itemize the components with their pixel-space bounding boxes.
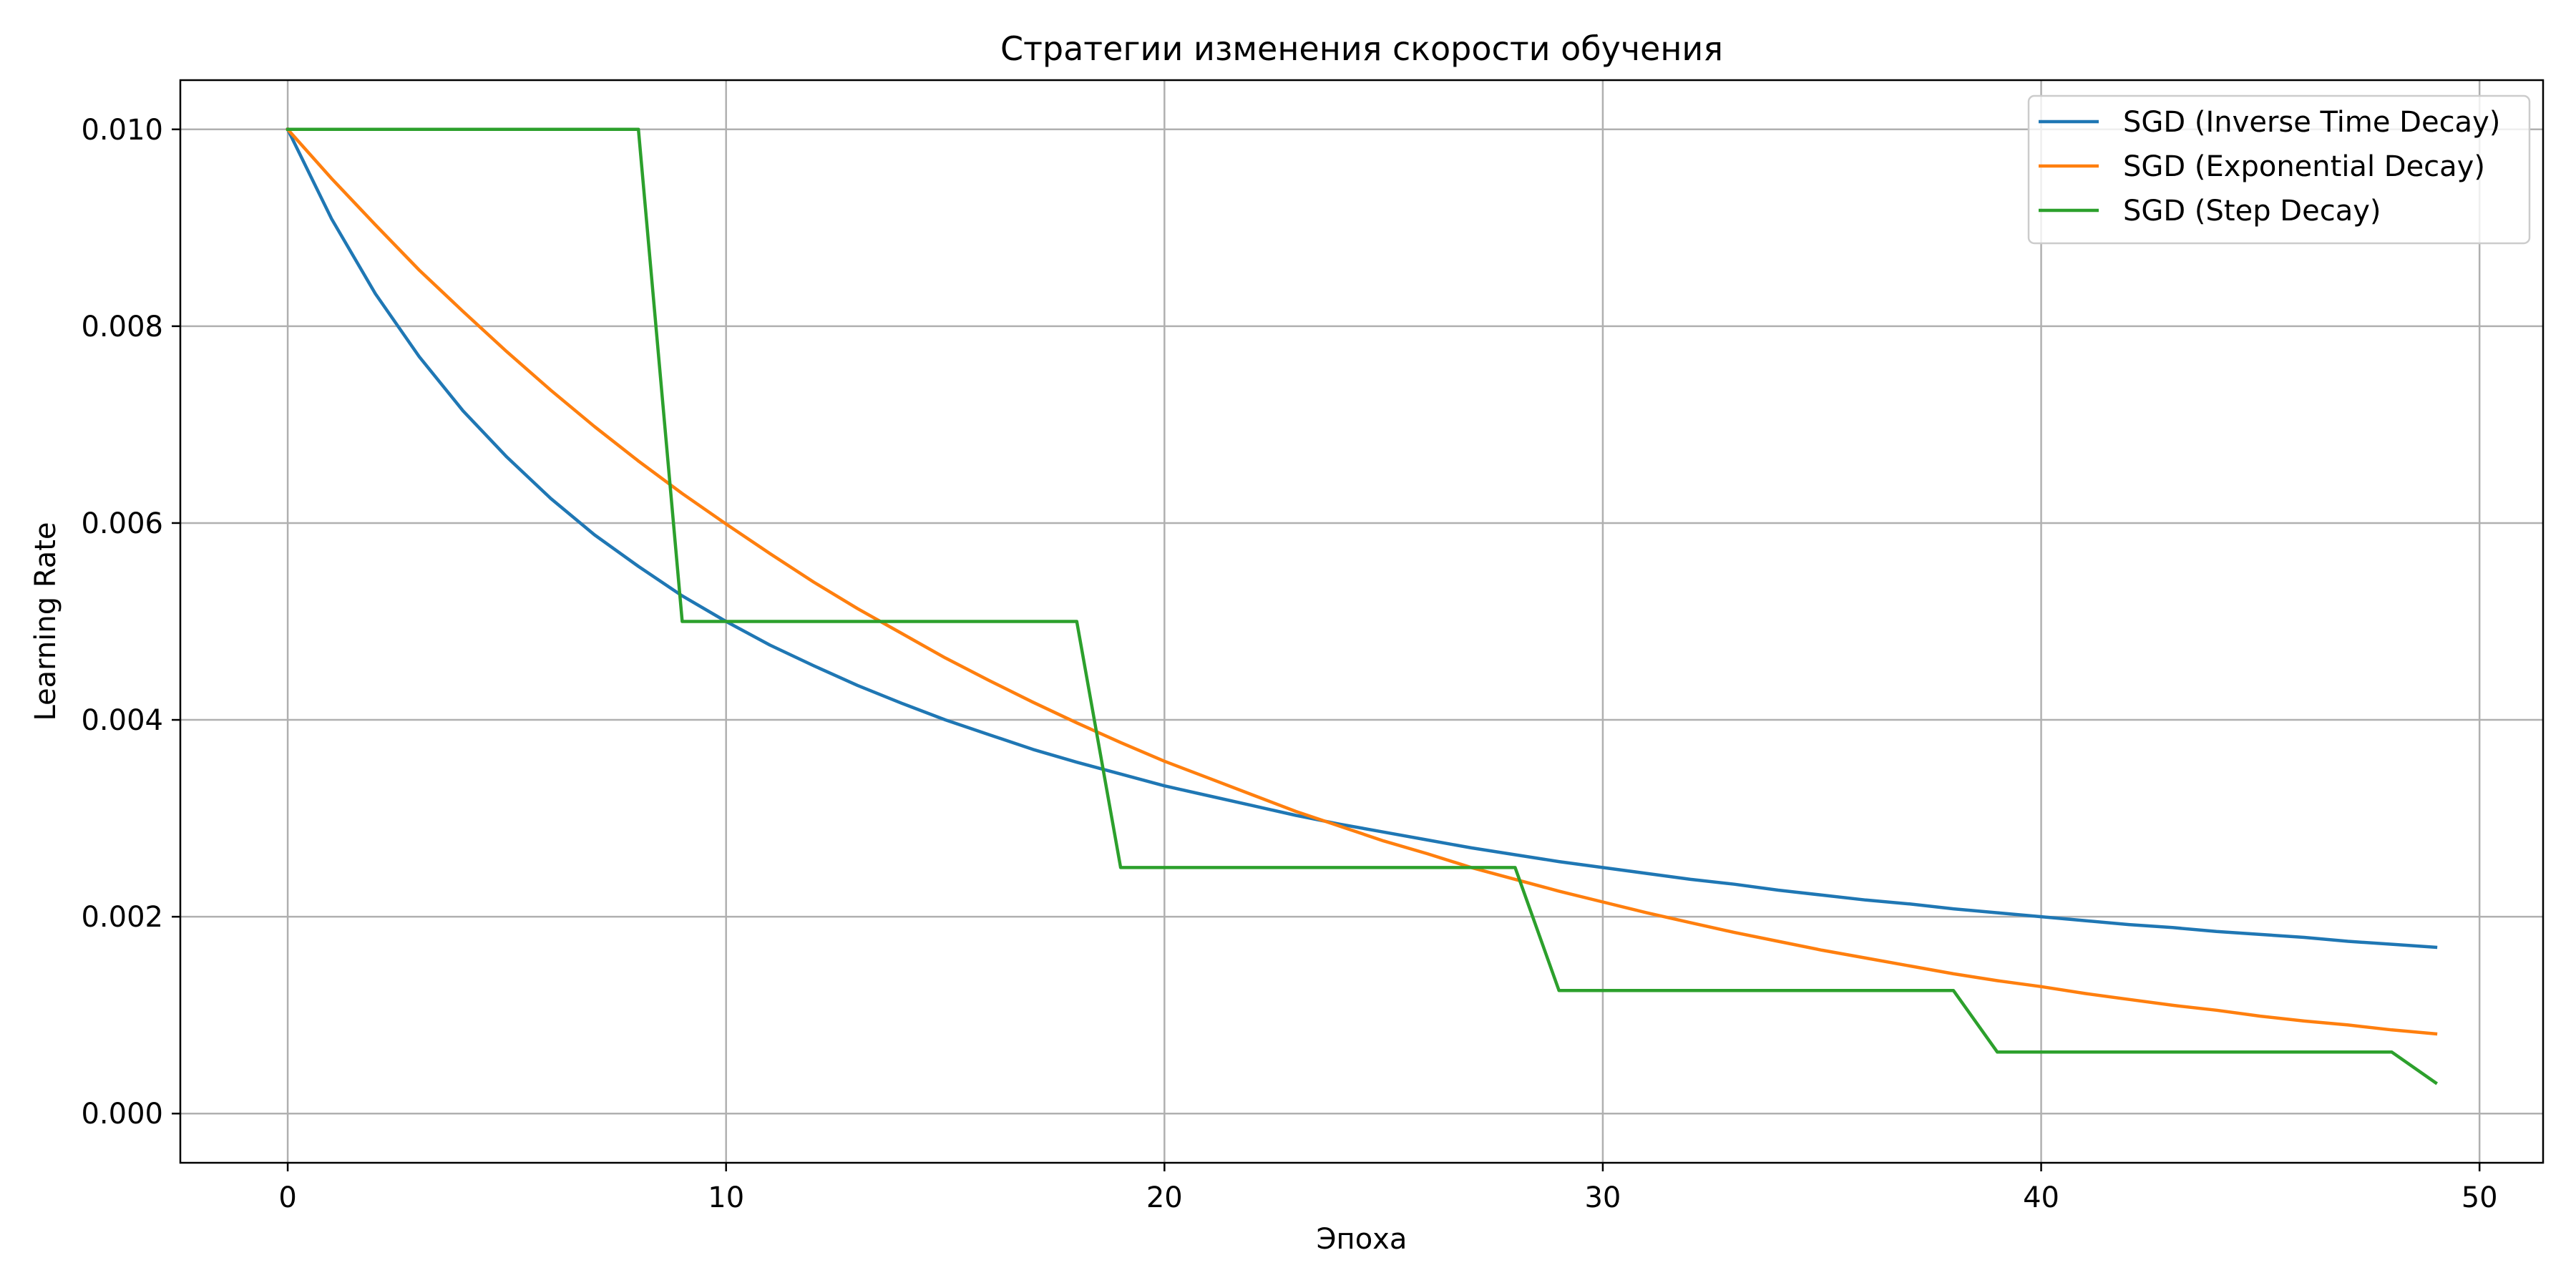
legend-box bbox=[2027, 94, 2531, 245]
x-tick-label: 40 bbox=[2023, 1181, 2059, 1214]
legend: SGD (Inverse Time Decay) SGD (Exponential… bbox=[2027, 94, 2531, 245]
legend-label: SGD (Step Decay) bbox=[2123, 195, 2381, 228]
grid-lines bbox=[180, 80, 2543, 1163]
y-tick-label: 0.004 bbox=[81, 704, 163, 737]
y-tick-label: 0.010 bbox=[81, 114, 163, 147]
legend-label: SGD (Exponential Decay) bbox=[2123, 150, 2485, 183]
y-tick-label: 0.006 bbox=[81, 507, 163, 540]
y-axis-label: Learning Rate bbox=[29, 522, 62, 721]
x-tick-label: 10 bbox=[708, 1181, 744, 1214]
chart-title: Стратегии изменения скорости обучения bbox=[1000, 29, 1723, 68]
x-tick-label: 20 bbox=[1146, 1181, 1183, 1214]
x-tick-label: 0 bbox=[278, 1181, 296, 1214]
plot-frame bbox=[179, 79, 2545, 1164]
y-axis: 0.000 0.002 0.004 0.006 0.008 0.010 bbox=[81, 114, 180, 1131]
x-tick-label: 50 bbox=[2462, 1181, 2498, 1214]
series-layer bbox=[285, 127, 2439, 1085]
legend-label: SGD (Inverse Time Decay) bbox=[2123, 106, 2500, 139]
series-line-2 bbox=[286, 127, 2439, 1085]
series-line-0 bbox=[286, 127, 2438, 950]
x-axis: 0 10 20 30 40 50 bbox=[278, 1163, 2498, 1214]
y-tick-label: 0.002 bbox=[81, 901, 163, 934]
y-tick-label: 0.000 bbox=[81, 1098, 163, 1131]
x-axis-label: Эпоха bbox=[1317, 1223, 1407, 1256]
series-line-1 bbox=[285, 127, 2438, 1036]
x-tick-label: 30 bbox=[1584, 1181, 1621, 1214]
y-tick-label: 0.008 bbox=[81, 311, 163, 343]
